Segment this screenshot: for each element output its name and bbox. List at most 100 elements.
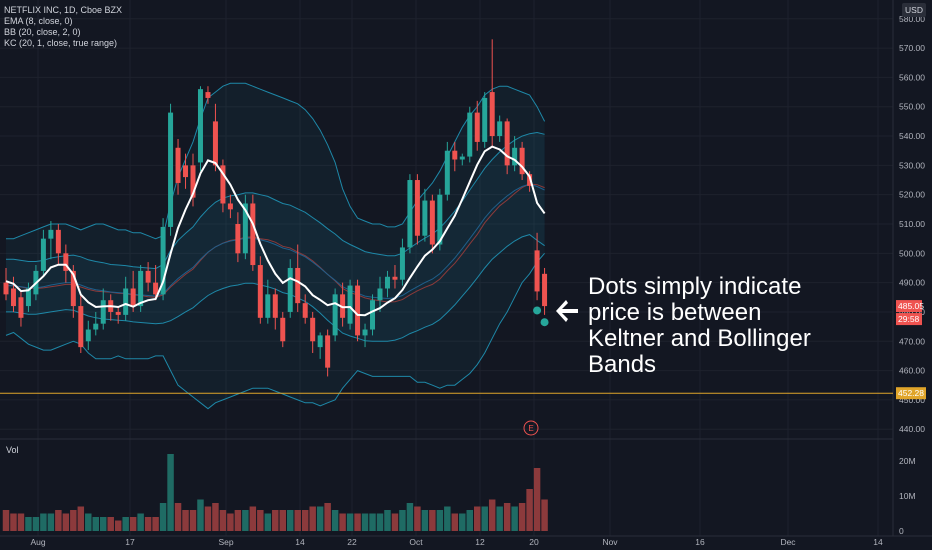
candle-body-0 — [3, 282, 9, 295]
volume-bar-67 — [503, 503, 511, 531]
y-tick-450: 450.00 — [899, 395, 925, 405]
earnings-marker-label: E — [528, 424, 533, 433]
volume-bar-70 — [526, 489, 533, 531]
candle-body-72 — [542, 273, 548, 307]
volume-bar-71 — [533, 468, 541, 531]
candle-body-33 — [250, 203, 256, 266]
candle-body-67 — [504, 121, 510, 166]
candle-body-9 — [70, 270, 76, 307]
x-tick-10: Dec — [780, 537, 796, 547]
signal-dots — [533, 306, 549, 327]
volume-bar-51 — [384, 510, 391, 531]
candle-body-69 — [519, 147, 525, 175]
candle-body-52 — [392, 276, 398, 280]
volume-bar-50 — [376, 513, 384, 531]
candle-body-6 — [48, 229, 54, 239]
earnings-marker[interactable]: E — [523, 420, 539, 436]
candle-body-65 — [489, 92, 495, 137]
bb-lower-line — [5, 252, 545, 410]
volume-bar-37 — [279, 510, 286, 531]
candle-body-51 — [384, 276, 390, 289]
volume-bar-36 — [272, 510, 279, 531]
volume-bar-49 — [369, 513, 376, 531]
candle-body-18 — [138, 270, 144, 307]
candle-body-20 — [153, 282, 159, 295]
volume-bar-60 — [451, 513, 459, 531]
candle-body-5 — [40, 238, 46, 271]
volume-bar-15 — [114, 520, 122, 531]
y-tick-470: 470.00 — [899, 336, 925, 346]
svg-text:29:58: 29:58 — [898, 314, 920, 324]
x-tick-0: Aug — [30, 537, 45, 547]
candle-body-42 — [317, 335, 323, 348]
volume-bar-57 — [429, 510, 436, 531]
candle-body-35 — [265, 294, 271, 318]
signal-dot-0 — [533, 306, 542, 315]
volume-bar-69 — [518, 503, 526, 531]
candle-body-49 — [370, 300, 376, 330]
currency-label: USD — [905, 5, 923, 15]
x-tick-11: 14 — [873, 537, 883, 547]
volume-tick-0: 20M — [899, 456, 916, 466]
y-tick-550: 550.00 — [899, 102, 925, 112]
indicator-kc-label[interactable]: KC (20, 1, close, true range) — [4, 38, 117, 48]
volume-bar-27 — [204, 506, 212, 531]
indicator-ema-label[interactable]: EMA (8, close, 0) — [4, 16, 73, 26]
candle-body-31 — [235, 224, 241, 254]
svg-text:485.05: 485.05 — [898, 301, 924, 311]
candle-body-32 — [242, 203, 248, 254]
candle-body-16 — [123, 288, 129, 315]
x-tick-8: Nov — [602, 537, 618, 547]
y-tick-560: 560.00 — [899, 72, 925, 82]
volume-bar-52 — [391, 513, 399, 531]
bb-basis-line — [6, 183, 545, 303]
y-tick-440: 440.00 — [899, 424, 925, 434]
volume-bar-18 — [137, 513, 144, 531]
volume-bar-35 — [264, 513, 272, 531]
volume-bar-48 — [361, 513, 369, 531]
y-tick-520: 520.00 — [899, 190, 925, 200]
candle-body-47 — [355, 285, 361, 336]
candle-body-56 — [422, 200, 428, 236]
kc-basis-line — [6, 183, 545, 300]
volume-bar-46 — [346, 513, 354, 531]
volume-bar-42 — [316, 506, 324, 531]
volume-bar-29 — [219, 510, 227, 531]
y-tick-460: 460.00 — [899, 366, 925, 376]
currency-badge[interactable] — [902, 3, 926, 17]
candle-body-60 — [452, 150, 458, 160]
candle-body-62 — [467, 112, 473, 157]
volume-bar-44 — [331, 510, 339, 531]
candles[interactable] — [3, 39, 548, 377]
x-tick-4: 22 — [347, 537, 357, 547]
y-tick-530: 530.00 — [899, 160, 925, 170]
candle-body-30 — [227, 203, 233, 210]
candle-body-59 — [444, 150, 450, 195]
candle-body-71 — [534, 250, 540, 292]
volume-bar-39 — [294, 510, 301, 531]
candle-body-40 — [302, 303, 308, 318]
y-tick-580: 580.00 — [899, 14, 925, 24]
y-tick-510: 510.00 — [899, 219, 925, 229]
candle-body-36 — [272, 294, 278, 318]
volume-bar-66 — [496, 506, 503, 531]
volume-bar-65 — [488, 499, 496, 531]
candle-body-2 — [18, 297, 24, 318]
candle-body-37 — [280, 317, 286, 342]
candle-body-13 — [100, 300, 106, 324]
volume-bar-21 — [159, 503, 167, 531]
volume-bar-55 — [414, 506, 421, 531]
indicator-bb-label[interactable]: BB (20, close, 2, 0) — [4, 27, 81, 37]
bb-upper-line — [6, 82, 546, 240]
volume-bar-53 — [399, 510, 406, 531]
volume-bar-43 — [324, 503, 331, 531]
candle-body-26 — [197, 89, 203, 163]
symbol-title: NETFLIX INC, 1D, Cboe BZX — [4, 5, 122, 15]
x-tick-3: 14 — [295, 537, 305, 547]
candle-body-61 — [459, 156, 465, 160]
countdown-tag: 29:58 — [896, 313, 922, 326]
volume-bar-1 — [10, 513, 17, 531]
candle-body-24 — [183, 165, 189, 178]
volume-bar-2 — [17, 513, 25, 531]
